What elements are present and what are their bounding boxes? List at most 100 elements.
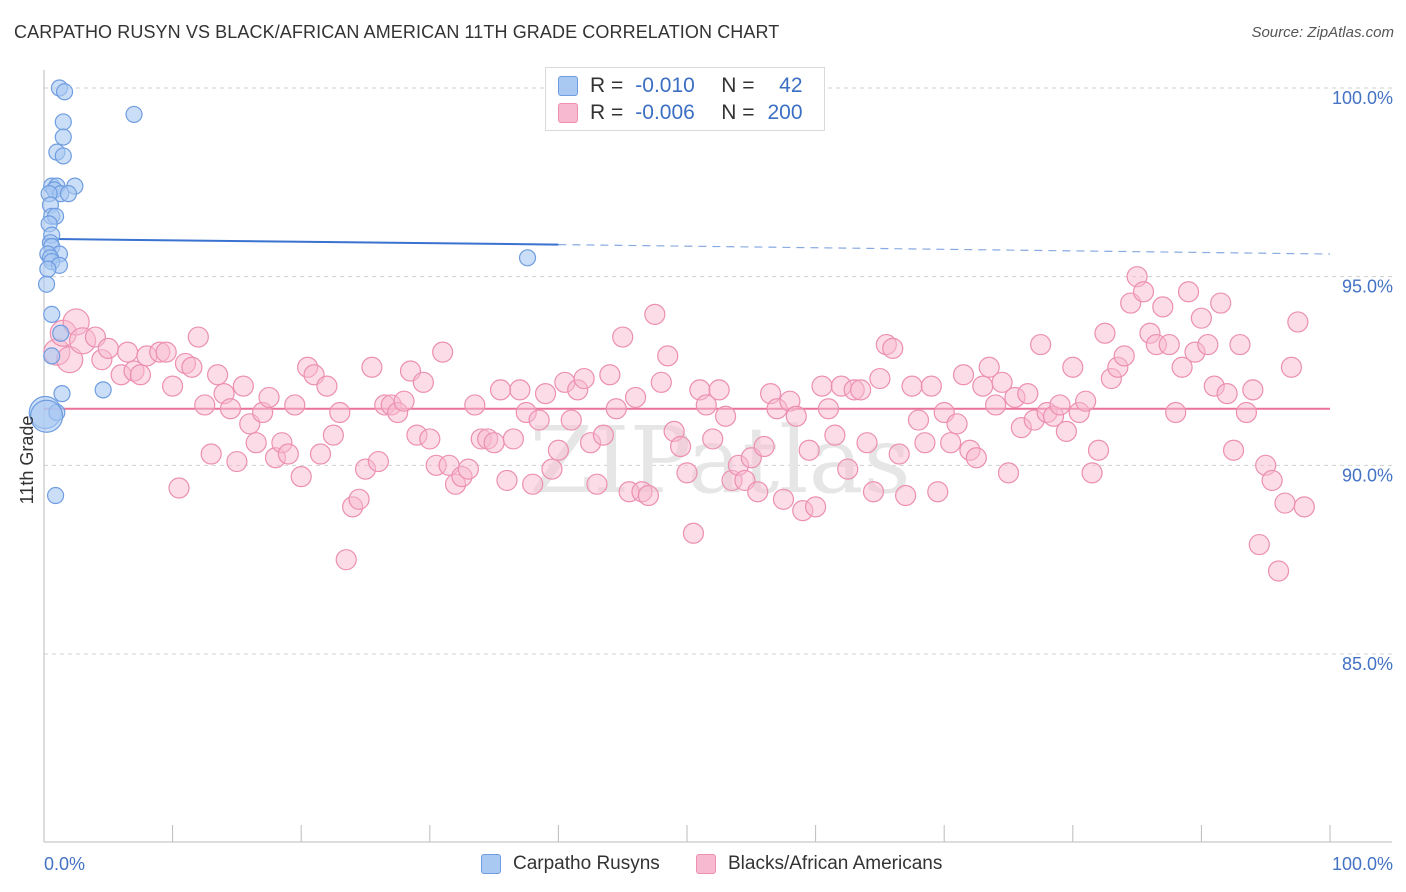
legend-row-carpatho: R = -0.010 N = 42 — [558, 74, 803, 98]
data-point — [97, 337, 119, 359]
data-point — [753, 435, 775, 458]
data-point — [55, 83, 74, 101]
legend-swatch-blue — [481, 854, 501, 874]
data-point — [59, 185, 78, 203]
data-point — [1062, 356, 1084, 378]
y-tick-label: 95.0% — [1342, 277, 1393, 297]
data-point — [1177, 281, 1200, 303]
data-point — [1017, 383, 1039, 405]
data-point — [1229, 333, 1251, 356]
series-blacks-african-americans — [43, 266, 1315, 582]
legend-n-label: N = — [721, 101, 755, 124]
legend-swatch-blue — [558, 76, 578, 96]
legend-label: Carpatho Rusyns — [513, 853, 660, 874]
data-point — [1171, 356, 1193, 378]
data-point — [850, 379, 872, 401]
data-point — [457, 458, 479, 480]
data-point — [129, 364, 152, 386]
data-point — [644, 303, 666, 325]
data-point — [811, 375, 833, 397]
data-point — [798, 439, 820, 461]
data-point — [502, 428, 524, 450]
data-point — [1081, 462, 1103, 484]
data-point — [940, 432, 962, 454]
data-point — [496, 469, 518, 492]
legend-n-value: 42 — [779, 74, 803, 97]
data-point — [817, 398, 840, 420]
data-point — [322, 424, 344, 446]
data-point — [882, 337, 904, 359]
legend-r-value: -0.010 — [635, 74, 695, 97]
data-point — [168, 477, 190, 499]
data-point — [94, 381, 112, 399]
data-point — [1158, 333, 1180, 356]
data-point — [1261, 469, 1283, 492]
data-point — [125, 105, 143, 124]
x-tick-label: 100.0% — [1332, 854, 1393, 874]
legend-swatch-pink — [558, 103, 578, 123]
data-point — [54, 128, 72, 146]
data-point — [869, 367, 891, 390]
data-point — [862, 481, 885, 503]
data-point — [1087, 439, 1110, 461]
data-point — [714, 405, 737, 427]
data-point — [541, 458, 563, 480]
data-point — [361, 356, 383, 378]
data-point — [54, 113, 72, 131]
data-point — [991, 371, 1013, 393]
data-point — [856, 432, 878, 454]
data-point — [927, 481, 949, 503]
data-point — [978, 356, 1000, 378]
data-point — [258, 386, 280, 409]
data-point — [194, 394, 216, 416]
correlation-legend: R = -0.010 N = 42 R = -0.006 N = 200 — [545, 67, 825, 131]
data-point — [624, 386, 647, 409]
data-point — [116, 341, 139, 363]
tick-labels: 100.0% 95.0% 90.0% 85.0% 0.0% 100.0% — [44, 88, 1393, 874]
data-point — [599, 364, 621, 386]
data-point — [509, 379, 531, 401]
data-point — [669, 435, 692, 458]
data-point — [245, 432, 267, 454]
data-point — [393, 390, 415, 412]
data-point — [43, 347, 61, 365]
data-point — [952, 364, 975, 386]
data-point — [29, 399, 64, 433]
data-point — [1030, 333, 1052, 356]
data-point — [200, 443, 222, 465]
data-point — [1132, 281, 1155, 303]
data-point — [464, 394, 486, 416]
data-point — [528, 409, 550, 431]
data-point — [1216, 383, 1238, 405]
data-point — [586, 473, 608, 495]
data-point — [1152, 296, 1174, 318]
data-point — [702, 428, 724, 450]
data-point — [39, 260, 57, 278]
data-point — [547, 439, 570, 461]
data-point — [1113, 345, 1135, 367]
data-point — [676, 462, 698, 484]
trend-line-carpatho-rusyns — [43, 237, 559, 246]
data-point — [560, 409, 582, 431]
data-point — [804, 496, 827, 518]
data-point — [920, 375, 942, 397]
data-point — [226, 450, 248, 473]
data-point — [284, 394, 306, 416]
data-point — [682, 522, 705, 544]
y-tick-label: 90.0% — [1342, 465, 1393, 485]
data-point — [907, 409, 930, 431]
data-point — [837, 458, 859, 480]
data-point — [412, 371, 434, 393]
legend-r-label: R = — [590, 74, 624, 97]
data-point — [232, 375, 254, 397]
data-point — [277, 443, 299, 465]
data-point — [605, 398, 627, 420]
data-point — [309, 443, 332, 465]
chart-title: CARPATHO RUSYN VS BLACK/AFRICAN AMERICAN… — [14, 22, 780, 42]
data-point — [419, 428, 441, 450]
data-point — [747, 481, 769, 503]
data-point — [432, 341, 454, 363]
y-tick-label: 100.0% — [1332, 88, 1393, 108]
data-point — [1075, 390, 1097, 412]
data-point — [824, 424, 846, 446]
